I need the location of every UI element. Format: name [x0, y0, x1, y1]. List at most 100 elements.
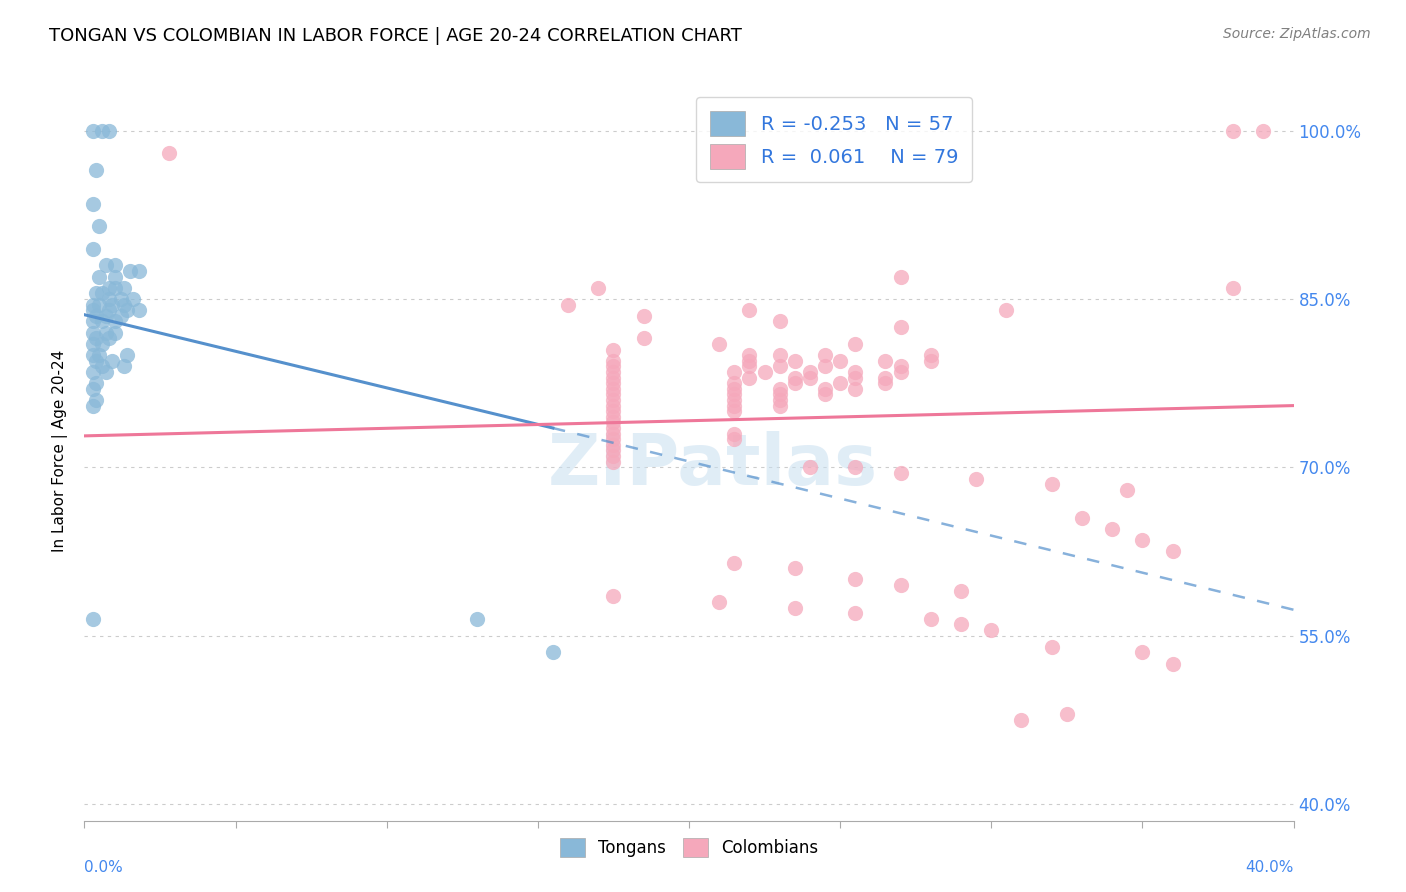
Point: [82, 365, 104, 379]
Point: [602, 392, 624, 407]
Point: [602, 382, 624, 396]
Point: [115, 348, 138, 362]
Point: [799, 365, 821, 379]
Point: [1056, 707, 1078, 722]
Point: [128, 264, 150, 278]
Text: Source: ZipAtlas.com: Source: ZipAtlas.com: [1223, 27, 1371, 41]
Point: [602, 353, 624, 368]
Point: [82, 124, 104, 138]
Point: [115, 303, 138, 318]
Point: [602, 438, 624, 452]
Point: [844, 382, 866, 396]
Point: [82, 298, 104, 312]
Point: [738, 348, 761, 362]
Point: [97, 303, 120, 318]
Point: [602, 399, 624, 413]
Point: [814, 382, 837, 396]
Legend: Tongans, Colombians: Tongans, Colombians: [553, 831, 825, 864]
Point: [89, 298, 111, 312]
Point: [814, 348, 837, 362]
Point: [104, 269, 127, 284]
Point: [97, 331, 120, 345]
Point: [86, 376, 108, 391]
Point: [1101, 522, 1123, 536]
Point: [875, 370, 897, 384]
Point: [830, 353, 852, 368]
Point: [633, 331, 655, 345]
Point: [723, 382, 745, 396]
Point: [769, 387, 792, 401]
Point: [112, 281, 135, 295]
Point: [1040, 477, 1063, 491]
Point: [112, 359, 135, 374]
Point: [769, 314, 792, 328]
Point: [1130, 645, 1153, 659]
Point: [602, 416, 624, 430]
Point: [980, 623, 1002, 637]
Point: [723, 376, 745, 391]
Point: [110, 292, 132, 306]
Point: [890, 365, 912, 379]
Point: [82, 303, 104, 318]
Point: [814, 387, 837, 401]
Point: [1161, 657, 1184, 671]
Point: [541, 645, 564, 659]
Point: [890, 578, 912, 592]
Point: [709, 595, 731, 609]
Point: [875, 353, 897, 368]
Point: [723, 392, 745, 407]
Point: [1222, 281, 1244, 295]
Point: [602, 589, 624, 603]
Point: [738, 303, 761, 318]
Point: [91, 359, 114, 374]
Point: [94, 309, 117, 323]
Point: [89, 269, 111, 284]
Point: [1253, 124, 1275, 138]
Point: [602, 370, 624, 384]
Y-axis label: In Labor Force | Age 20-24: In Labor Force | Age 20-24: [52, 350, 69, 551]
Point: [1011, 713, 1033, 727]
Point: [738, 353, 761, 368]
Point: [94, 258, 117, 272]
Point: [602, 404, 624, 418]
Point: [97, 124, 120, 138]
Point: [110, 309, 132, 323]
Point: [723, 426, 745, 441]
Point: [91, 124, 114, 138]
Point: [890, 466, 912, 480]
Point: [86, 286, 108, 301]
Point: [769, 348, 792, 362]
Point: [89, 348, 111, 362]
Point: [91, 314, 114, 328]
Point: [91, 286, 114, 301]
Point: [783, 370, 806, 384]
Point: [121, 292, 143, 306]
Point: [602, 449, 624, 463]
Point: [112, 298, 135, 312]
Point: [890, 359, 912, 374]
Point: [723, 365, 745, 379]
Point: [602, 455, 624, 469]
Point: [82, 337, 104, 351]
Point: [602, 443, 624, 458]
Point: [86, 353, 108, 368]
Point: [950, 583, 973, 598]
Text: TONGAN VS COLOMBIAN IN LABOR FORCE | AGE 20-24 CORRELATION CHART: TONGAN VS COLOMBIAN IN LABOR FORCE | AGE…: [49, 27, 742, 45]
Point: [754, 365, 776, 379]
Point: [890, 269, 912, 284]
Point: [723, 556, 745, 570]
Point: [82, 242, 104, 256]
Point: [814, 359, 837, 374]
Point: [97, 292, 120, 306]
Point: [783, 376, 806, 391]
Point: [723, 404, 745, 418]
Point: [94, 365, 117, 379]
Text: ZIPatlas: ZIPatlas: [548, 431, 879, 500]
Point: [920, 612, 942, 626]
Point: [91, 337, 114, 351]
Point: [100, 353, 122, 368]
Point: [82, 348, 104, 362]
Point: [844, 365, 866, 379]
Point: [830, 376, 852, 391]
Point: [1040, 640, 1063, 654]
